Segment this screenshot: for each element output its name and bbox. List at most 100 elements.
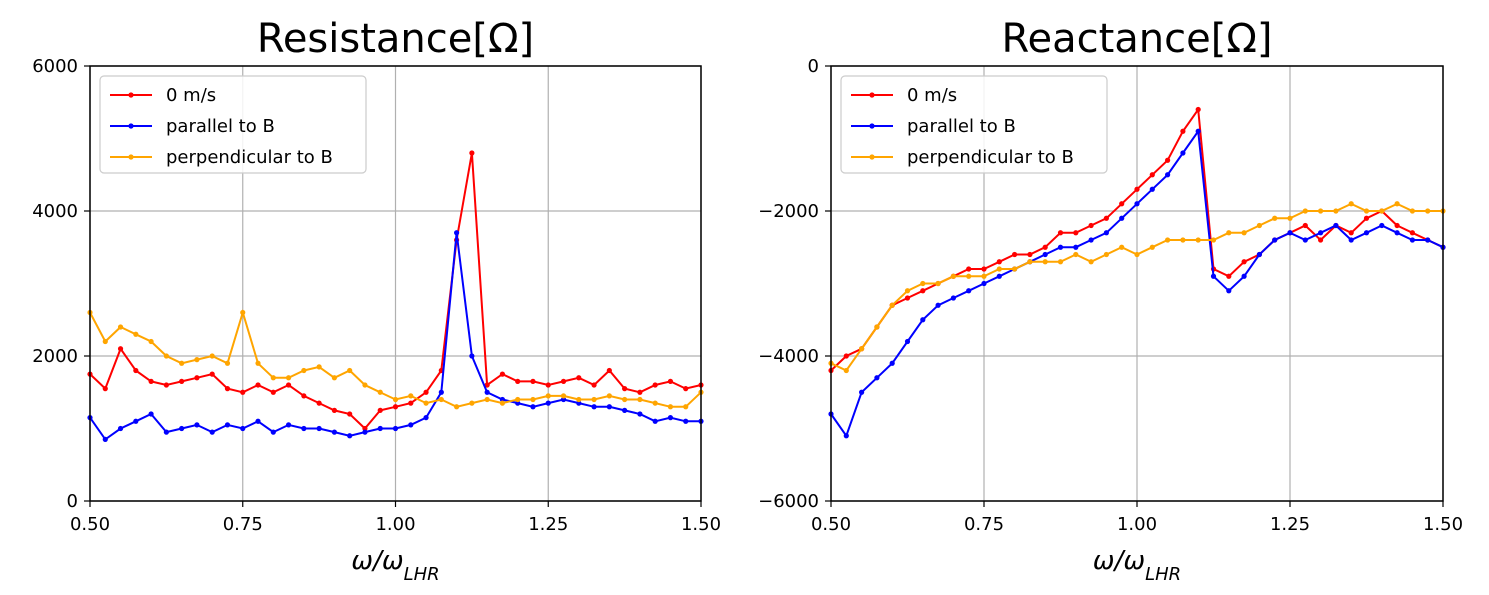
legend-box bbox=[99, 75, 367, 174]
data-point bbox=[667, 404, 674, 410]
x-axis-label-subscript: LHR bbox=[1145, 564, 1181, 585]
data-point bbox=[1256, 251, 1262, 258]
data-point bbox=[1318, 237, 1324, 243]
data-point bbox=[148, 338, 154, 345]
data-point bbox=[179, 425, 185, 432]
y-tick-label: −6000 bbox=[758, 491, 819, 512]
data-point bbox=[377, 407, 383, 413]
data-point bbox=[1226, 273, 1232, 279]
data-point bbox=[331, 407, 337, 413]
data-point bbox=[194, 422, 200, 428]
data-point bbox=[1318, 208, 1324, 214]
data-point bbox=[935, 280, 941, 287]
data-point bbox=[606, 393, 612, 399]
data-point bbox=[1333, 208, 1339, 214]
y-tick-label: 6000 bbox=[32, 56, 78, 77]
data-point bbox=[966, 288, 972, 294]
data-point bbox=[1287, 230, 1293, 236]
legend-swatch-marker bbox=[869, 123, 875, 129]
data-point bbox=[209, 429, 215, 435]
data-point bbox=[1272, 215, 1278, 221]
data-point bbox=[904, 288, 911, 294]
x-tick-label: 1.00 bbox=[1117, 514, 1157, 535]
data-point bbox=[652, 382, 658, 388]
legend-label: perpendicular to B bbox=[907, 147, 1074, 168]
legend-label: perpendicular to B bbox=[166, 147, 333, 168]
data-point bbox=[362, 429, 368, 435]
data-point bbox=[1195, 128, 1201, 134]
data-point bbox=[622, 396, 628, 403]
legend-swatch-marker bbox=[128, 154, 134, 160]
data-point bbox=[1318, 230, 1324, 236]
data-point bbox=[966, 266, 972, 272]
data-point bbox=[981, 280, 987, 287]
data-point bbox=[408, 393, 414, 399]
data-point bbox=[209, 353, 215, 359]
data-point bbox=[1348, 230, 1354, 236]
data-point bbox=[1409, 237, 1415, 243]
data-point bbox=[1103, 251, 1109, 258]
x-axis-label-main: ω/ω bbox=[351, 546, 403, 576]
data-point bbox=[637, 389, 643, 395]
data-point bbox=[347, 411, 353, 417]
data-point bbox=[1027, 259, 1033, 265]
data-point bbox=[874, 324, 880, 330]
data-point bbox=[1394, 222, 1400, 229]
data-point bbox=[484, 396, 490, 403]
data-point bbox=[148, 411, 154, 417]
data-point bbox=[1073, 244, 1079, 250]
x-tick-label: 1.25 bbox=[528, 514, 568, 535]
data-point bbox=[1149, 172, 1155, 178]
data-point bbox=[1088, 237, 1094, 243]
data-point bbox=[515, 396, 521, 403]
x-axis-label: ω/ωLHR bbox=[1093, 546, 1181, 585]
data-point bbox=[637, 396, 643, 403]
data-point bbox=[285, 382, 292, 388]
data-point bbox=[545, 393, 551, 399]
data-point bbox=[255, 418, 261, 424]
data-point bbox=[1394, 201, 1400, 207]
x-tick-label: 1.00 bbox=[375, 514, 415, 535]
legend-swatch-marker bbox=[869, 92, 875, 98]
chart-2: 0.50 0.75 1.00 1.25 1.50 −6000 −4000 −2000 0 Reac… bbox=[758, 16, 1463, 585]
series-perpendicular-to-b bbox=[87, 309, 704, 410]
data-point bbox=[1226, 288, 1232, 294]
legend-label: parallel to B bbox=[166, 116, 275, 137]
data-point bbox=[920, 288, 926, 294]
legend-label: parallel to B bbox=[907, 116, 1016, 137]
data-point bbox=[1302, 208, 1308, 214]
data-point bbox=[148, 378, 154, 384]
data-point bbox=[1165, 157, 1171, 163]
data-point bbox=[843, 367, 849, 374]
data-point bbox=[362, 425, 368, 432]
x-tick-label: 1.50 bbox=[1423, 514, 1463, 535]
data-point bbox=[843, 353, 849, 359]
data-point bbox=[133, 418, 139, 424]
data-point bbox=[1103, 230, 1109, 236]
data-point bbox=[347, 433, 353, 439]
data-point bbox=[667, 415, 674, 421]
data-point bbox=[347, 367, 353, 374]
data-point bbox=[1057, 244, 1064, 250]
data-point bbox=[392, 425, 399, 432]
data-point bbox=[920, 280, 926, 287]
data-point bbox=[996, 273, 1002, 279]
data-point bbox=[194, 357, 200, 363]
data-point bbox=[683, 418, 689, 424]
data-point bbox=[1210, 273, 1217, 279]
x-tick-label: 0.50 bbox=[811, 514, 851, 535]
data-point bbox=[224, 386, 231, 392]
data-point bbox=[683, 404, 689, 410]
data-point bbox=[560, 393, 567, 399]
data-point bbox=[1180, 128, 1186, 134]
x-tick-label: 1.50 bbox=[681, 514, 721, 535]
data-point bbox=[874, 375, 880, 381]
data-point bbox=[301, 393, 307, 399]
data-point bbox=[1057, 259, 1064, 265]
data-point bbox=[1119, 201, 1125, 207]
data-point bbox=[1394, 230, 1400, 236]
legend: 0 m/s parallel to B perpendicular to B bbox=[840, 75, 1108, 174]
data-point bbox=[996, 266, 1002, 272]
data-point bbox=[438, 396, 444, 403]
data-point bbox=[591, 382, 597, 388]
